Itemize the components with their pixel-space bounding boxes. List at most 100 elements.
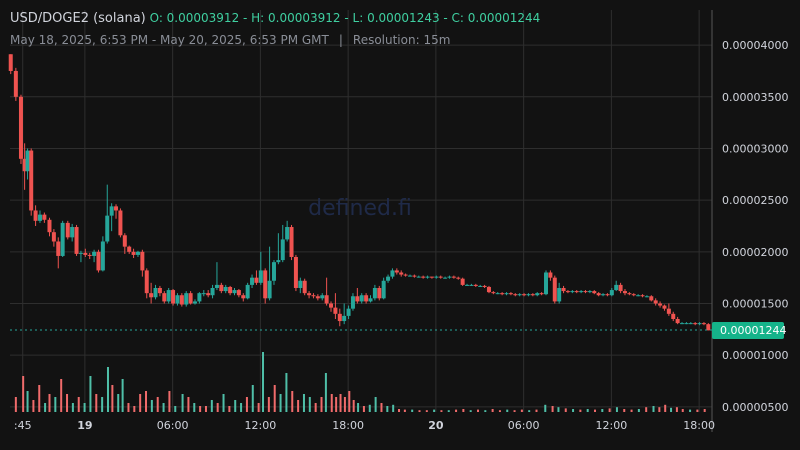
volume-bar — [89, 376, 92, 412]
candle-body — [293, 256, 298, 288]
volume-bar — [330, 394, 333, 412]
candle-body — [171, 290, 176, 304]
volume-bar — [484, 410, 487, 412]
volume-bar — [139, 394, 142, 412]
volume-bar — [95, 394, 98, 412]
separator: | — [338, 33, 343, 47]
time-tick-label: 12:00 — [245, 419, 277, 432]
candle-body — [184, 293, 189, 305]
volume-bar — [111, 385, 114, 412]
candle-body — [605, 294, 610, 296]
candles — [8, 54, 711, 331]
price-axis[interactable]: 0.00004000 0.00003500 0.00003000 0.00002500… — [722, 39, 788, 414]
candle-body — [65, 222, 70, 238]
candle-body — [324, 295, 329, 304]
candle-body — [394, 270, 399, 273]
candle-body — [201, 293, 206, 295]
candle-body — [42, 214, 47, 220]
candle-body — [631, 294, 636, 296]
candle-body — [526, 294, 531, 296]
volume-bar — [380, 403, 383, 412]
price-tick-label: 0.00003000 — [722, 142, 788, 155]
volume-bar — [222, 394, 225, 412]
candle-body — [258, 270, 263, 283]
volume-bar — [520, 409, 523, 412]
candle-body — [18, 96, 23, 159]
volume-bar — [26, 391, 29, 412]
grid — [10, 10, 713, 432]
candle-body — [307, 293, 312, 296]
ohlc-readout: O: 0.00003912 - H: 0.00003912 - L: 0.000… — [149, 11, 541, 25]
time-tick-label: 20 — [428, 419, 444, 432]
candle-body — [482, 285, 487, 287]
volume-bar — [658, 407, 661, 412]
volume-bar — [374, 397, 377, 412]
candle-body — [627, 293, 632, 295]
volume-bar — [117, 394, 120, 412]
candle-body — [697, 323, 702, 325]
volume-bar — [245, 397, 248, 412]
candle-body — [355, 296, 360, 302]
volume-bar — [348, 391, 351, 412]
volume-bar — [477, 409, 479, 412]
candle-body — [315, 296, 320, 299]
price-tick-label: 0.00002500 — [722, 194, 788, 207]
volume-bar — [594, 409, 596, 412]
volume-bar — [528, 410, 531, 412]
volume-bar — [572, 409, 575, 412]
volume-bar — [308, 397, 311, 412]
price-tick-label: 0.00002000 — [722, 246, 788, 259]
candle-body — [412, 275, 417, 277]
price-tick-label: 0.00000500 — [722, 401, 788, 414]
volume-bar — [608, 408, 611, 412]
volume-bar — [234, 400, 237, 412]
candle-body — [135, 251, 140, 255]
volume-bar — [670, 407, 673, 412]
volume-bar — [498, 410, 501, 412]
volume-bar — [240, 403, 243, 412]
volume-bar — [615, 407, 618, 412]
candle-body — [693, 323, 698, 325]
candle-body — [245, 284, 250, 299]
volume-bar — [204, 406, 207, 412]
volume-bar — [469, 410, 472, 412]
time-axis[interactable]: :45 19 06:00 12:00 18:00 20 06:00 12:00 18:00 — [14, 419, 715, 432]
volume-bar — [145, 391, 148, 412]
volume-bar — [38, 385, 41, 412]
candle-body — [223, 286, 228, 292]
candle-body — [495, 293, 500, 295]
volume-bar — [586, 409, 589, 412]
candle-body — [175, 295, 180, 304]
time-tick-label: 18:00 — [683, 419, 715, 432]
candle-body — [513, 294, 518, 296]
candle-body — [601, 294, 606, 296]
candle-body — [87, 254, 92, 256]
candle-body — [22, 158, 27, 172]
time-tick-label: :45 — [14, 419, 32, 432]
volume-bar — [324, 373, 327, 412]
candle-body — [565, 291, 570, 293]
volume-bar — [187, 397, 190, 412]
candle-body — [214, 284, 219, 288]
last-price-tag: 0.00001244 — [712, 321, 786, 339]
volume-bar — [44, 403, 47, 412]
volume-bar — [513, 410, 516, 412]
candle-body — [649, 296, 654, 301]
volume-bar — [440, 410, 443, 412]
volume-bar — [150, 400, 153, 412]
volume-bar — [398, 409, 401, 412]
candle-body — [333, 307, 338, 314]
volume-bar — [210, 400, 213, 412]
candle-body — [535, 293, 540, 296]
volume-bar — [601, 409, 604, 412]
candle-body — [390, 270, 395, 277]
candle-body — [640, 295, 645, 297]
candle-body — [368, 298, 373, 302]
volume-bar — [181, 394, 184, 412]
candle-body — [131, 251, 136, 255]
volume-bar — [357, 403, 360, 412]
candle-body — [425, 276, 430, 278]
candle-body — [706, 324, 711, 331]
candle-body — [267, 280, 272, 299]
